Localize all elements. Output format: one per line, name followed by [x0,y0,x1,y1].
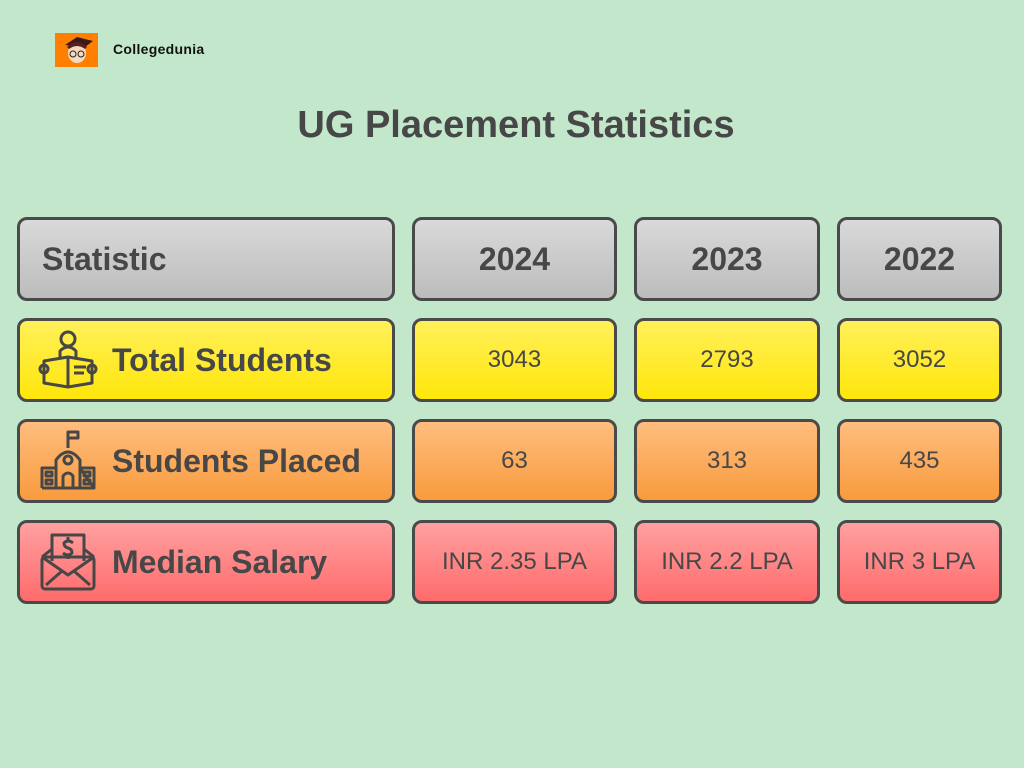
cartoon-student-avatar-icon [55,33,98,67]
header-2023: 2023 [634,217,820,301]
header-2022: 2022 [837,217,1002,301]
header-statistic: Statistic [17,217,395,301]
row-label-total-students: Total Students [17,318,395,402]
student-reading-icon [38,330,98,389]
cell-placed-2024: 63 [412,419,617,503]
cell-total-2023: 2793 [634,318,820,402]
cell-salary-2022: INR 3 LPA [837,520,1002,604]
header-label: Statistic [42,240,167,277]
school-building-icon [40,430,96,490]
header-2024: 2024 [412,217,617,301]
brand-name: Collegedunia [113,41,205,57]
cell-placed-2023: 313 [634,419,820,503]
logo [55,33,98,67]
cell-salary-2023: INR 2.2 LPA [634,520,820,604]
row-label: Students Placed [112,442,361,479]
row-label: Median Salary [112,543,328,580]
row-label-median-salary: Median Salary [17,520,395,604]
cell-salary-2024: INR 2.35 LPA [412,520,617,604]
row-label: Total Students [112,341,332,378]
cell-total-2022: 3052 [837,318,1002,402]
cell-total-2024: 3043 [412,318,617,402]
row-label-students-placed: Students Placed [17,419,395,503]
page-title: UG Placement Statistics [297,104,735,146]
salary-envelope-icon [40,533,96,591]
cell-placed-2022: 435 [837,419,1002,503]
